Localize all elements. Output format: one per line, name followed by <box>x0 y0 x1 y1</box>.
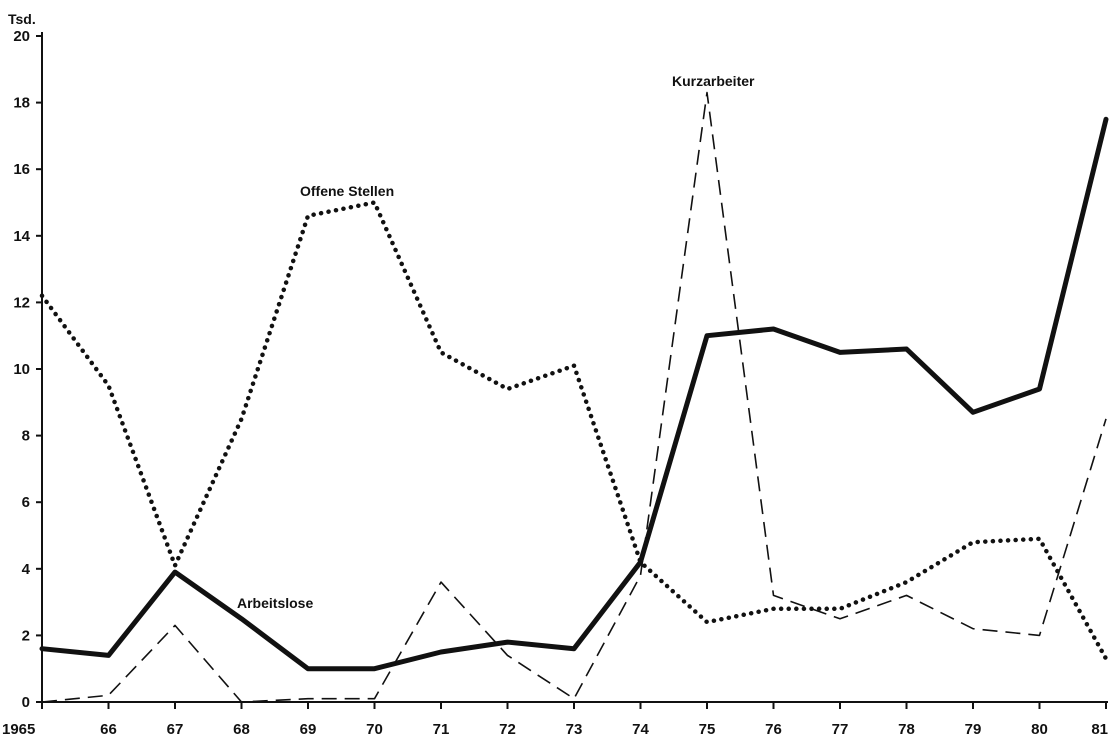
y-tick-label: 16 <box>13 161 30 178</box>
series-labels: Arbeitslose Offene Stellen Kurzarbeiter <box>237 73 755 611</box>
x-tick-label: 66 <box>100 721 117 738</box>
x-tick-label: 77 <box>832 721 849 738</box>
series-label-kurzarbeiter: Kurzarbeiter <box>672 73 755 89</box>
y-tick-label: 6 <box>22 494 30 511</box>
x-tick-label: 76 <box>765 721 782 738</box>
y-tick-label: 8 <box>22 428 30 445</box>
x-tick-label: 1965 <box>2 721 35 738</box>
x-tick-label: 68 <box>233 721 250 738</box>
series-layer <box>39 91 1109 703</box>
x-tick-label: 78 <box>898 721 915 738</box>
series-arbeitslose <box>39 116 1109 672</box>
y-tick-label: 12 <box>13 294 30 311</box>
x-tick-label: 75 <box>699 721 716 738</box>
y-tick-label: 0 <box>22 694 30 711</box>
y-tick-label: 10 <box>13 361 30 378</box>
x-tick-label: 74 <box>632 721 649 738</box>
series-line-kurzarbeiter <box>41 91 1107 703</box>
series-offene-stellen <box>39 200 1109 661</box>
x-tick-label: 70 <box>366 721 383 738</box>
x-tick-label: 73 <box>566 721 583 738</box>
x-tick-label: 80 <box>1031 721 1048 738</box>
x-tick-label: 72 <box>499 721 516 738</box>
x-tick-label: 79 <box>965 721 982 738</box>
x-tick-label: 69 <box>300 721 317 738</box>
series-label-arbeitslose: Arbeitslose <box>237 595 313 611</box>
y-tick-label: 18 <box>13 95 30 112</box>
y-tick-label: 4 <box>22 561 31 578</box>
x-tick-label: 67 <box>167 721 184 738</box>
y-tick-label: 2 <box>22 627 30 644</box>
series-line-offene-stellen <box>39 200 1109 661</box>
x-tick-label: 71 <box>433 721 450 738</box>
y-axis-unit-label: Tsd. <box>8 11 36 27</box>
y-tick-label: 14 <box>13 228 30 245</box>
series-line-arbeitslose <box>39 116 1109 672</box>
series-label-offene-stellen: Offene Stellen <box>300 183 394 199</box>
y-tick-label: 20 <box>13 28 30 45</box>
x-tick-label: 81 <box>1091 721 1108 738</box>
series-kurzarbeiter <box>41 91 1107 703</box>
